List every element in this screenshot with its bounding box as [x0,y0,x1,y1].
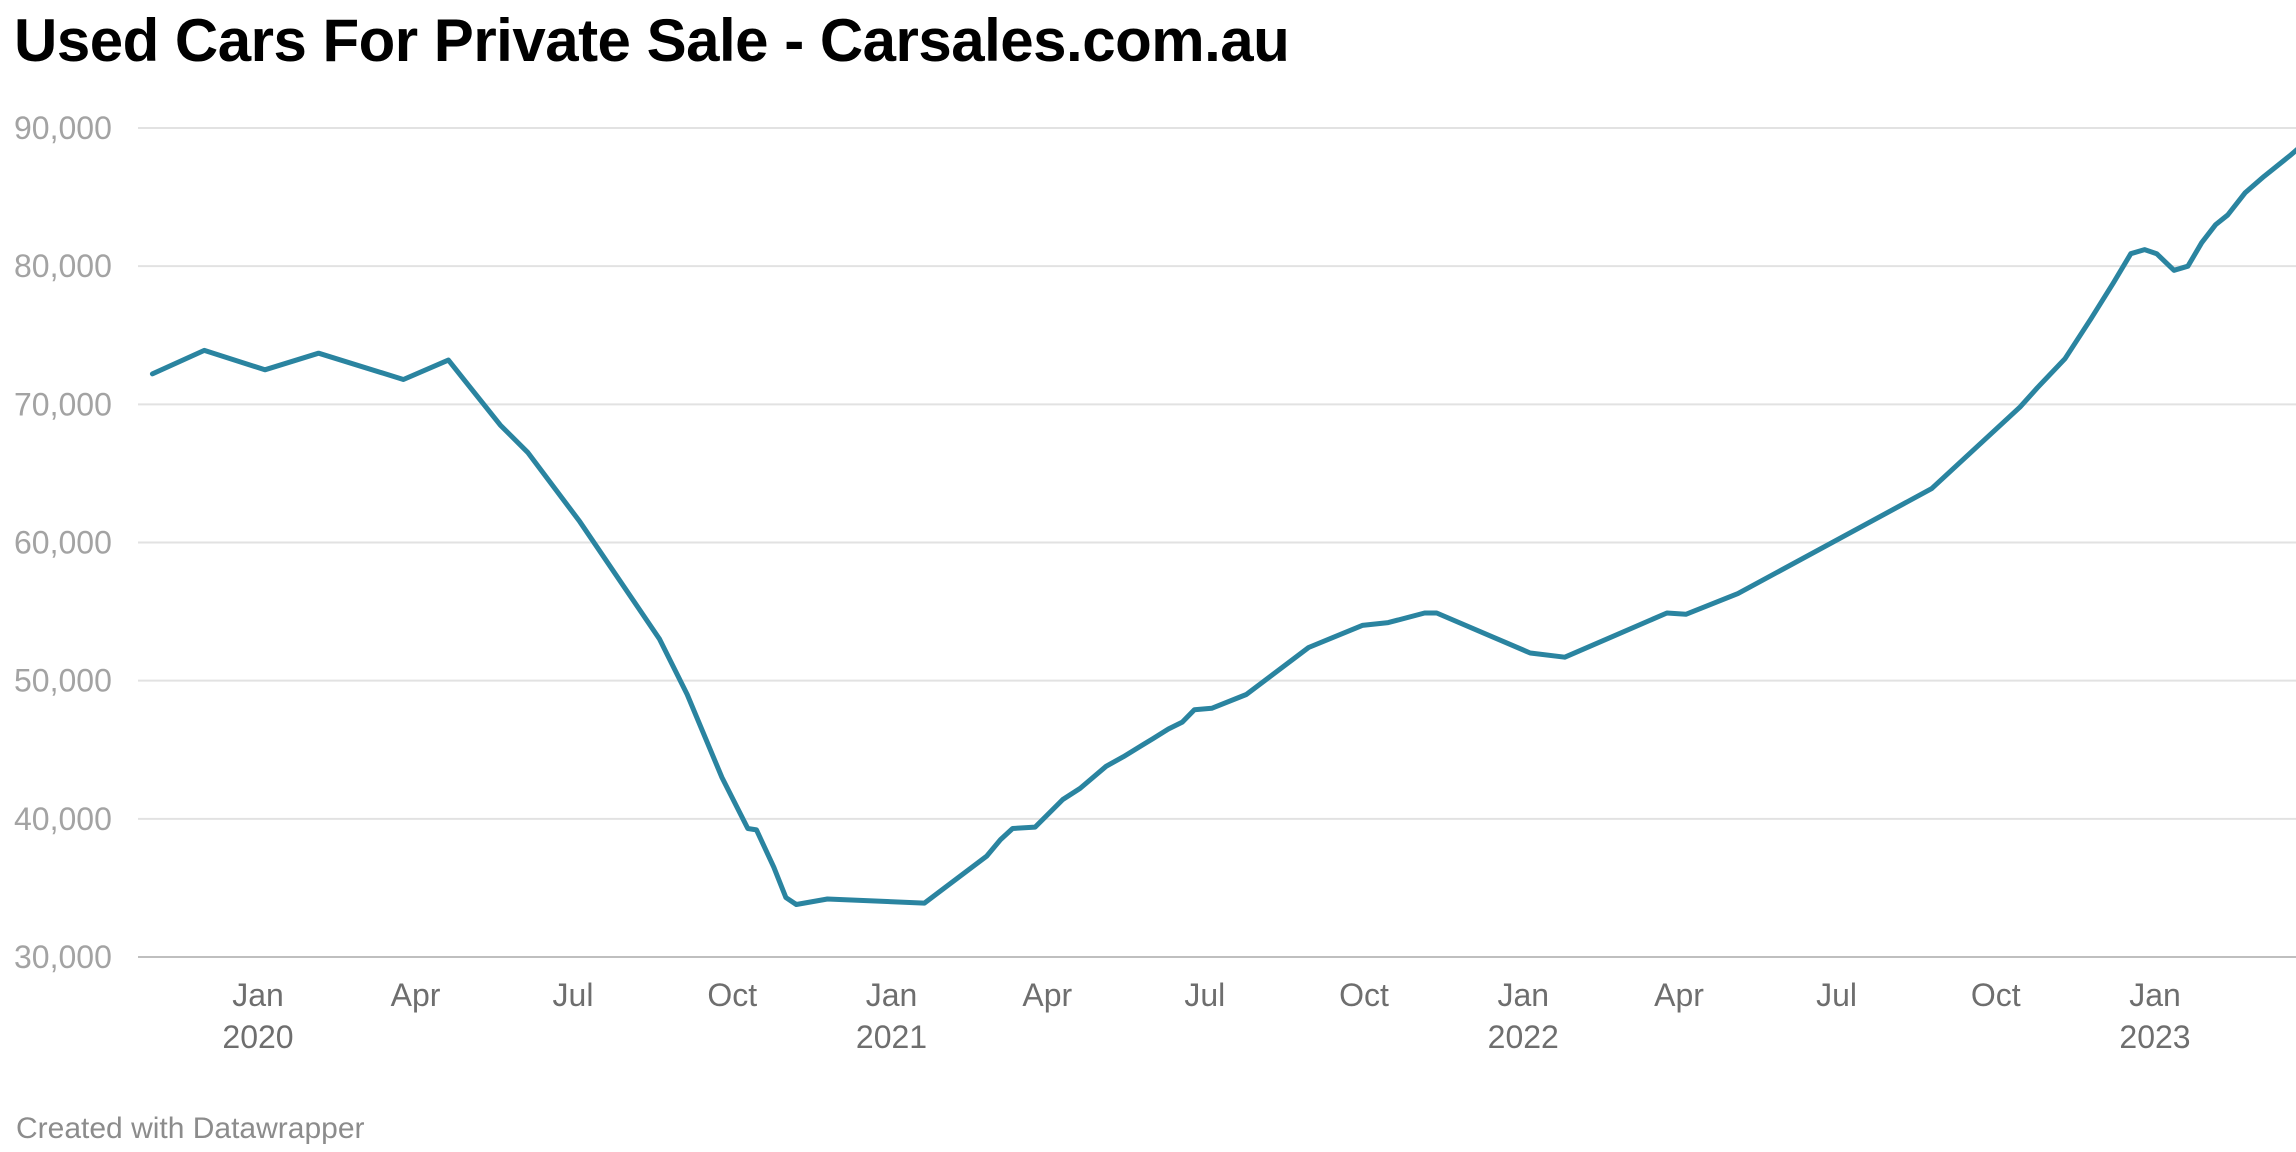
x-tick-year-label: 2020 [222,1019,293,1055]
y-tick-label: 60,000 [14,525,112,561]
x-tick-month-label: Jan [2129,977,2181,1013]
x-tick-month-label: Jul [1184,977,1225,1013]
x-axis-ticks: Jan 2020 Apr Jul Oct Jan 2021 Apr Jul Oct Jan 2022 A… [222,977,2190,1055]
y-axis-ticks: 30,000 40,000 50,000 60,000 70,000 80,000 90,0… [14,110,112,975]
x-tick-month-label: Oct [1339,977,1389,1013]
chart-title: Used Cars For Private Sale - Carsales.co… [14,7,1290,74]
x-tick-month-label: Jul [1816,977,1857,1013]
y-tick-label: 50,000 [14,663,112,699]
x-tick-month-label: Oct [707,977,757,1013]
x-tick-year-label: 2021 [856,1019,927,1055]
x-tick-month-label: Jan [1497,977,1549,1013]
series-line [149,147,2296,907]
y-tick-label: 80,000 [14,248,112,284]
series-layer [149,147,2296,907]
x-tick-month-label: Apr [1654,977,1704,1013]
x-tick-year-label: 2023 [2119,1019,2190,1055]
y-tick-label: 30,000 [14,939,112,975]
footer-credit: Created with Datawrapper [16,1112,365,1145]
x-tick-year-label: 2022 [1488,1019,1559,1055]
x-tick-month-label: Apr [391,977,441,1013]
gridlines [138,127,2296,958]
y-tick-label: 90,000 [14,110,112,146]
y-tick-label: 70,000 [14,386,112,422]
y-tick-label: 40,000 [14,801,112,837]
x-tick-month-label: Oct [1971,977,2021,1013]
x-tick-month-label: Jan [232,977,284,1013]
x-tick-month-label: Jan [866,977,918,1013]
x-tick-month-label: Apr [1022,977,1072,1013]
x-tick-month-label: Jul [553,977,594,1013]
